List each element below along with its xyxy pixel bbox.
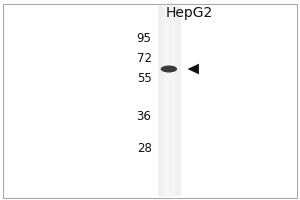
- Text: 95: 95: [136, 32, 152, 46]
- Text: 55: 55: [137, 72, 152, 86]
- Text: 36: 36: [136, 110, 152, 123]
- Bar: [164, 6, 175, 196]
- Text: 28: 28: [136, 142, 152, 156]
- Ellipse shape: [161, 66, 177, 72]
- Text: HepG2: HepG2: [165, 6, 213, 20]
- Polygon shape: [188, 64, 199, 74]
- Bar: [158, 6, 181, 196]
- Text: 72: 72: [136, 51, 152, 64]
